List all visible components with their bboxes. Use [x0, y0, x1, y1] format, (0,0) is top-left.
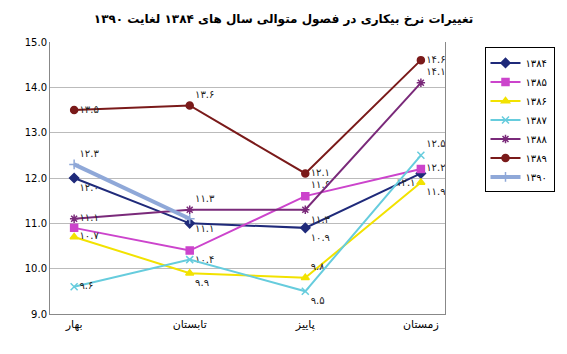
svg-text:۱۲.۱: ۱۲.۱ [311, 167, 330, 178]
svg-text:۱۲.۵: ۱۲.۵ [426, 138, 445, 149]
svg-text:۱۳۸۶: ۱۳۸۶ [526, 96, 547, 107]
svg-text:۱۴.۱: ۱۴.۱ [426, 66, 445, 77]
svg-text:۱۱.۱: ۱۱.۱ [80, 212, 99, 223]
svg-text:۹.۶: ۹.۶ [80, 280, 94, 291]
svg-text:تغییرات نرخ بیکاری در فصول متو: تغییرات نرخ بیکاری در فصول متوالی سال ها… [94, 12, 473, 27]
svg-text:۱۳۸۵: ۱۳۸۵ [526, 77, 547, 88]
svg-text:۱۴.۶: ۱۴.۶ [426, 54, 445, 65]
svg-text:14.0: 14.0 [25, 82, 47, 93]
svg-text:۱۱.۳: ۱۱.۳ [195, 193, 215, 204]
svg-text:۱۳.۶: ۱۳.۶ [195, 89, 214, 100]
svg-text:10.0: 10.0 [25, 263, 47, 274]
svg-text:۱۰.۹: ۱۰.۹ [311, 232, 330, 243]
svg-text:پاییز: پاییز [295, 318, 315, 331]
svg-text:15.0: 15.0 [25, 37, 47, 48]
svg-text:۹.۵: ۹.۵ [311, 295, 325, 306]
svg-text:۱۲.۰: ۱۲.۰ [80, 182, 99, 193]
svg-text:۱۳۸۴: ۱۳۸۴ [526, 58, 547, 69]
svg-text:12.0: 12.0 [25, 173, 47, 184]
svg-text:۱۳۸۸: ۱۳۸۸ [526, 134, 548, 145]
svg-text:9.0: 9.0 [31, 309, 47, 320]
svg-text:زمستان: زمستان [403, 318, 439, 331]
svg-text:۱۰.۷: ۱۰.۷ [80, 230, 100, 241]
svg-text:۱۱.۱: ۱۱.۱ [195, 223, 214, 234]
svg-text:۱۳۸۹: ۱۳۸۹ [526, 153, 547, 164]
svg-text:۱۱.۳: ۱۱.۳ [311, 214, 331, 225]
svg-text:۱۲.۳: ۱۲.۳ [80, 148, 100, 159]
svg-text:۱۱.۹: ۱۱.۹ [426, 186, 445, 197]
svg-text:بهار: بهار [65, 318, 83, 331]
svg-text:۱۲.۱: ۱۲.۱ [396, 177, 415, 188]
svg-text:۱۱.۶: ۱۱.۶ [311, 179, 330, 190]
svg-text:۱۰.۴: ۱۰.۴ [195, 254, 214, 265]
svg-text:۱۳.۵: ۱۳.۵ [80, 104, 99, 115]
svg-text:۱۳۸۷: ۱۳۸۷ [526, 115, 548, 126]
svg-text:تابستان: تابستان [173, 318, 207, 331]
svg-text:13.0: 13.0 [25, 127, 47, 138]
svg-text:۱۲.۲: ۱۲.۲ [426, 162, 445, 173]
svg-text:11.0: 11.0 [25, 218, 47, 229]
svg-text:۹.۹: ۹.۹ [195, 277, 209, 288]
svg-text:۹.۸: ۹.۸ [311, 261, 326, 272]
svg-text:۱۳۹۰: ۱۳۹۰ [526, 172, 547, 183]
